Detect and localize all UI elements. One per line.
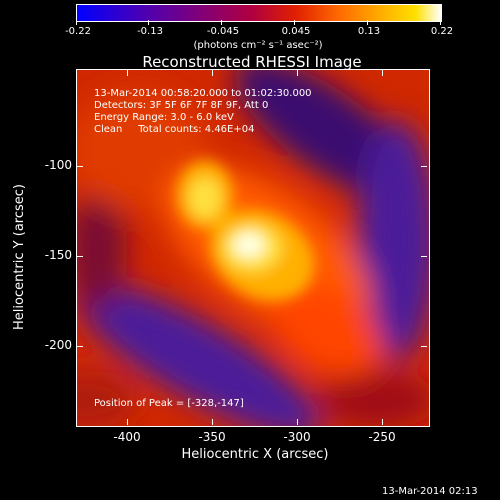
y-tick bbox=[77, 346, 83, 347]
y-tick bbox=[421, 346, 427, 347]
colorbar-tick bbox=[76, 20, 77, 25]
x-tick bbox=[212, 70, 213, 76]
colorbar bbox=[76, 4, 442, 22]
x-tick-label: -350 bbox=[198, 430, 226, 444]
info-detectors: Detectors: 3F 5F 6F 7F 8F 9F, Att 0 bbox=[94, 100, 269, 111]
x-tick-label: -300 bbox=[283, 430, 311, 444]
x-tick bbox=[297, 419, 298, 425]
colorbar-tick-label: 0.13 bbox=[357, 26, 381, 37]
heatmap-image bbox=[77, 70, 429, 426]
colorbar-tick-label: 0.22 bbox=[430, 26, 454, 37]
x-tick bbox=[212, 419, 213, 425]
colorbar-tick-label: 0.045 bbox=[281, 26, 311, 37]
colorbar-unit-label: (photons cm⁻² s⁻¹ asec⁻²) bbox=[193, 40, 323, 51]
info-clean-counts: Clean Total counts: 4.46E+04 bbox=[94, 124, 255, 135]
x-tick bbox=[127, 70, 128, 76]
x-axis-label: Heliocentric X (arcsec) bbox=[181, 447, 329, 462]
y-tick-label: -200 bbox=[44, 338, 72, 352]
y-tick-label: -100 bbox=[44, 158, 72, 172]
x-tick-label: -250 bbox=[368, 430, 396, 444]
info-observation-time: 13-Mar-2014 00:58:20.000 to 01:02:30.000 bbox=[94, 88, 312, 99]
plot-title: Reconstructed RHESSI Image bbox=[142, 53, 362, 71]
x-tick bbox=[382, 70, 383, 76]
footer-timestamp: 13-Mar-2014 02:13 bbox=[382, 486, 478, 497]
colorbar-tick bbox=[367, 20, 368, 25]
x-tick bbox=[382, 419, 383, 425]
colorbar-tick bbox=[221, 20, 222, 25]
info-energy-range: Energy Range: 3.0 - 6.0 keV bbox=[94, 112, 234, 123]
solar-image bbox=[76, 69, 430, 427]
x-tick bbox=[297, 70, 298, 76]
colorbar-tick-label: -0.22 bbox=[65, 26, 91, 37]
y-tick bbox=[421, 166, 427, 167]
colorbar-tick bbox=[440, 20, 441, 25]
x-tick-label: -400 bbox=[113, 430, 141, 444]
y-tick bbox=[77, 256, 83, 257]
y-axis-label: Heliocentric Y (arcsec) bbox=[12, 184, 27, 330]
peak-position: Position of Peak = [-328,-147] bbox=[94, 398, 244, 409]
x-tick bbox=[127, 419, 128, 425]
colorbar-tick bbox=[294, 20, 295, 25]
colorbar-tick-label: -0.045 bbox=[206, 26, 240, 37]
y-tick bbox=[77, 166, 83, 167]
y-tick bbox=[421, 256, 427, 257]
y-tick-label: -150 bbox=[44, 248, 72, 262]
colorbar-tick-label: -0.13 bbox=[137, 26, 163, 37]
colorbar-tick bbox=[148, 20, 149, 25]
